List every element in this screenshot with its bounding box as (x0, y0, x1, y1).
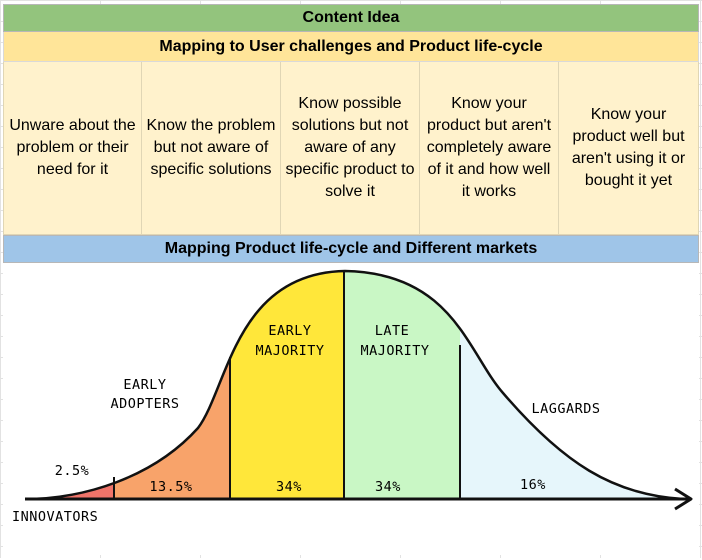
challenge-text: Know possible solutions but not aware of… (285, 95, 415, 200)
label-early-majority-line2: MAJORITY (255, 343, 324, 359)
percent-late-majority: 34% (375, 479, 401, 495)
label-early-adopters-line2: ADOPTERS (110, 396, 179, 412)
challenge-cell-unaware[interactable]: Unware about the problem or their need f… (3, 62, 142, 235)
segment-early-majority (230, 271, 344, 499)
label-laggards: LAGGARDS (531, 401, 600, 417)
adoption-curve-diagram: INNOVATORS EARLY ADOPTERS EARLY MAJORITY… (3, 263, 699, 555)
challenge-cell-problem-aware[interactable]: Know the problem but not aware of specif… (142, 62, 281, 235)
percent-early-majority: 34% (276, 479, 302, 495)
challenge-cell-product-aware[interactable]: Know your product but aren't completely … (420, 62, 559, 235)
label-late-majority-line2: MAJORITY (360, 343, 429, 359)
challenge-text: Know your product well but aren't using … (571, 106, 686, 189)
section-title: Mapping Product life-cycle and Different… (164, 240, 538, 257)
challenge-text: Know the problem but not aware of specif… (146, 117, 276, 178)
percent-laggards: 16% (520, 477, 546, 493)
challenge-text: Unware about the problem or their need f… (9, 117, 136, 178)
markets-header: Mapping Product life-cycle and Different… (3, 235, 699, 263)
challenge-cells: Unware about the problem or their need f… (3, 62, 699, 235)
arrow-head-icon (674, 487, 693, 511)
content-idea-header: Content Idea (3, 4, 699, 32)
percent-innovators: 2.5% (55, 463, 90, 479)
label-early-majority-line1: EARLY (268, 323, 311, 339)
label-late-majority-line1: LATE (375, 323, 410, 339)
label-early-adopters-line1: EARLY (123, 377, 166, 393)
segment-late-majority (344, 271, 460, 499)
section-title: Mapping to User challenges and Product l… (159, 37, 543, 55)
challenge-cell-solution-aware[interactable]: Know possible solutions but not aware of… (281, 62, 420, 235)
challenge-cell-most-aware[interactable]: Know your product well but aren't using … (559, 62, 699, 235)
challenge-text: Know your product but aren't completely … (426, 95, 552, 200)
user-challenges-header: Mapping to User challenges and Product l… (3, 32, 699, 62)
page-title: Content Idea (302, 9, 400, 26)
label-innovators: INNOVATORS (12, 509, 98, 525)
percent-early-adopters: 13.5% (149, 479, 192, 495)
